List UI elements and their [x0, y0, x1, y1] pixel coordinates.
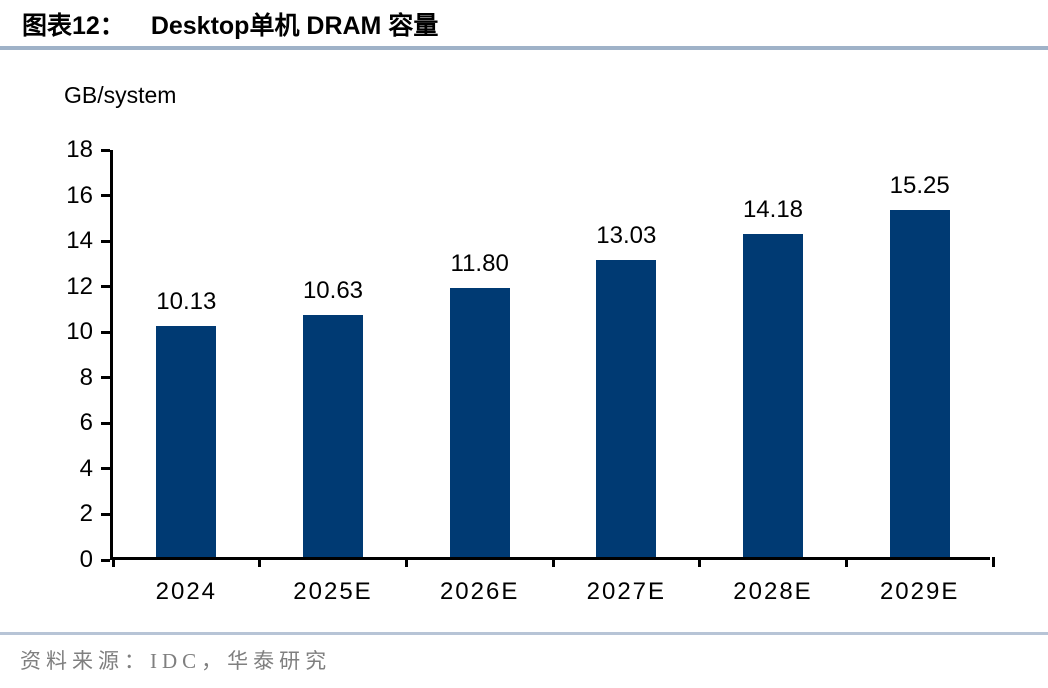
bar-2028E: [743, 234, 803, 557]
bar-value-label: 10.13: [156, 288, 217, 316]
y-axis-tick: [101, 421, 110, 425]
y-axis-tick: [101, 148, 110, 152]
y-axis-unit-label: GB/system: [64, 82, 177, 108]
y-axis-tick-label: 14: [66, 227, 93, 255]
bar-value-label: 15.25: [889, 171, 950, 199]
y-axis-tick: [101, 330, 110, 334]
y-axis-tick-label: 10: [66, 318, 93, 346]
x-axis-tick: [991, 557, 995, 567]
x-axis-tick: [258, 557, 262, 567]
y-axis-tick: [101, 376, 110, 380]
bar-2025E: [303, 314, 363, 557]
x-axis-tick: [111, 557, 115, 567]
y-axis-tick-label: 0: [79, 546, 93, 573]
y-axis-tick: [101, 558, 110, 562]
bar-value-label: 13.03: [596, 222, 657, 250]
y-axis-tick: [101, 239, 110, 243]
y-axis-tick-label: 6: [79, 409, 93, 437]
bar-2026E: [449, 288, 510, 557]
y-axis-tick-label: 12: [66, 272, 93, 300]
x-axis-tick: [844, 557, 848, 567]
x-axis-tick-label: 2024: [155, 578, 218, 605]
y-axis-tick: [101, 467, 110, 471]
y-axis-tick: [101, 512, 110, 516]
y-axis-tick-label: 18: [66, 136, 93, 163]
bar-2024: [156, 326, 217, 557]
bar-chart-plot-area: 0 2 4 6 8 10 12 14 16 18 10.13 2024 10.63 2025E 11.80 2…: [66, 138, 995, 605]
footer-divider: [0, 632, 1048, 635]
figure-title-label: Desktop单机 DRAM 容量: [150, 12, 439, 40]
y-axis-tick-label: 8: [79, 363, 93, 391]
bar-value-label: 11.80: [450, 250, 509, 278]
x-axis-tick-label: 2026E: [439, 578, 520, 605]
chart-header: 图表12： Desktop单机 DRAM 容量: [22, 6, 1026, 42]
bar-value-label: 10.63: [302, 276, 364, 304]
bar-value-label: 14.18: [742, 196, 804, 224]
x-axis-tick-label: 2029E: [879, 578, 960, 605]
x-axis-tick-label: 2028E: [733, 578, 813, 605]
y-axis-tick-label: 16: [66, 181, 93, 209]
x-axis-tick: [698, 557, 702, 567]
page-title: 图表12： Desktop单机 DRAM 容量: [22, 6, 1026, 42]
x-axis-tick: [404, 557, 408, 567]
x-axis-tick: [551, 557, 555, 567]
x-axis-tick-label: 2025E: [293, 578, 373, 605]
y-axis-tick: [101, 194, 110, 198]
y-axis-tick-label: 2: [79, 500, 93, 528]
bar-2029E: [889, 209, 950, 557]
bar-2027E: [596, 260, 657, 557]
y-axis-tick: [101, 285, 110, 289]
figure-number-label: 图表12：: [22, 12, 125, 40]
y-axis-tick-label: 4: [79, 454, 93, 482]
x-axis-tick-label: 2027E: [586, 578, 667, 605]
title-underline: [0, 46, 1048, 50]
source-attribution: 资料来源：IDC，华泰研究: [20, 649, 332, 673]
